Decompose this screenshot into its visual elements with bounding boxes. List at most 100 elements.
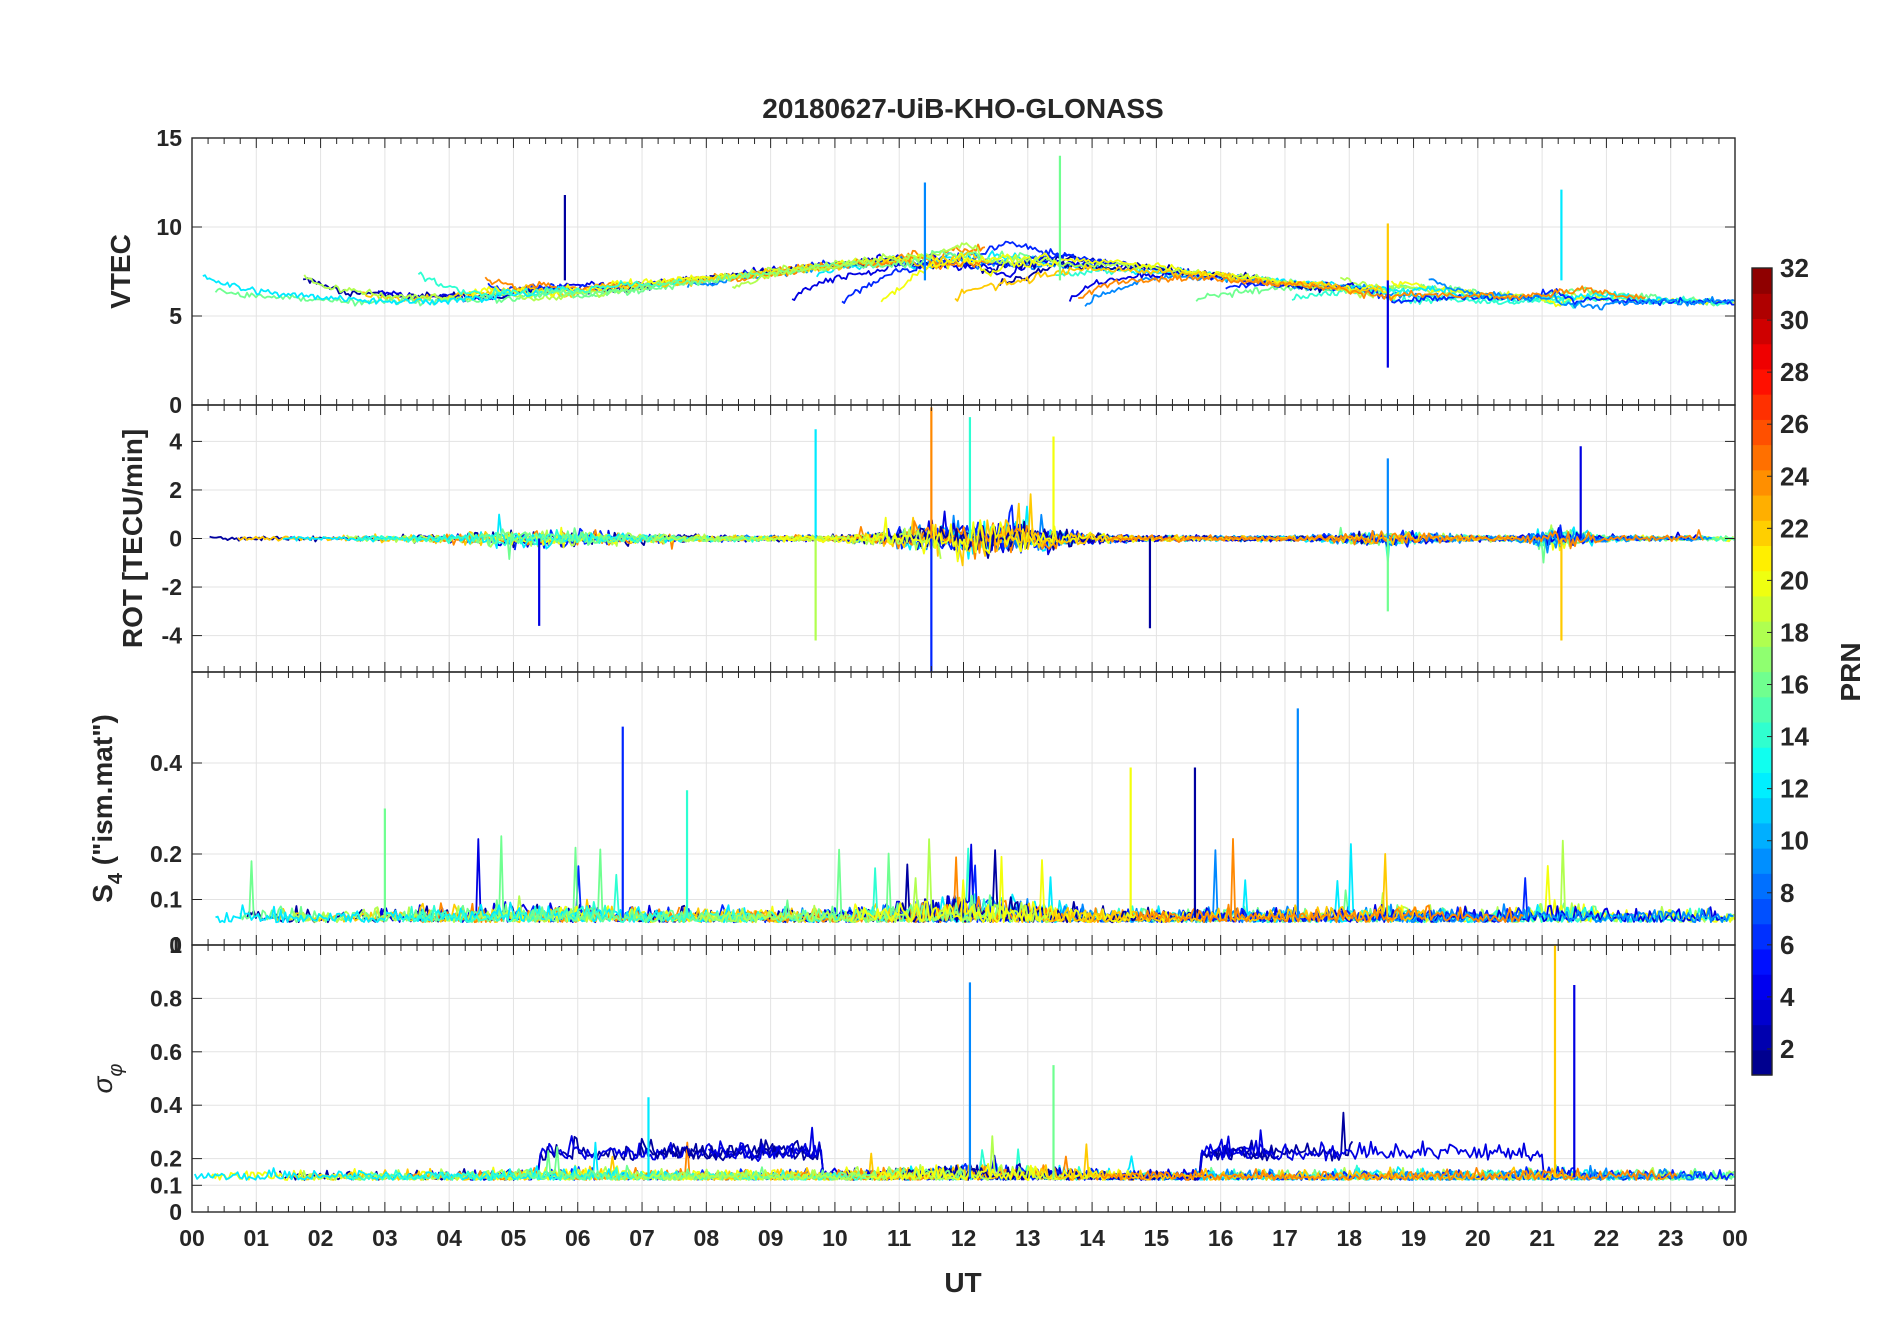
x-tick-label: 09 — [758, 1225, 784, 1251]
rot-series-prn-16 — [1453, 527, 1735, 564]
colorbar-label: PRN — [1835, 642, 1866, 701]
s4-y-tick-label: 0.2 — [150, 841, 182, 867]
colorbar-segment — [1752, 394, 1772, 420]
vtec-y-tick-label: 0 — [169, 392, 182, 418]
sigma_phi-y-tick-label: 0.6 — [150, 1039, 182, 1065]
colorbar-segment — [1752, 797, 1772, 824]
sigma_phi-y-tick-label: 1 — [169, 932, 182, 958]
colorbar-segment — [1752, 520, 1772, 547]
x-tick-label: 02 — [308, 1225, 334, 1251]
x-tick-label: 15 — [1144, 1225, 1170, 1251]
colorbar-segment — [1752, 974, 1772, 1000]
sigma_phi-y-tick-label: 0.4 — [150, 1092, 182, 1118]
rot-y-tick-label: 2 — [169, 477, 182, 503]
sigma_phi-y-tick-label: 0.8 — [150, 985, 182, 1011]
colorbar-segment — [1752, 747, 1772, 773]
colorbar-tick-label: 4 — [1780, 982, 1795, 1012]
colorbar-segment — [1752, 318, 1772, 345]
x-tick-label: 22 — [1594, 1225, 1620, 1251]
colorbar-segment — [1752, 570, 1772, 597]
colorbar-segment — [1752, 696, 1772, 723]
s4-panel: 0 0.1 0.2 0.4 S4 ("ism.mat") — [87, 671, 1736, 958]
x-tick-label: 13 — [1015, 1225, 1041, 1251]
colorbar-tick-label: 12 — [1780, 774, 1809, 804]
s4-series-prn-24 — [1135, 838, 1524, 924]
s4-series-prn-14 — [1360, 905, 1734, 924]
vtec-series-prn-16 — [535, 250, 1030, 298]
rot-y-axis-label: ROT [TECU/min] — [117, 429, 148, 648]
colorbar-segment — [1752, 621, 1772, 647]
vtec-series-prn-12 — [1130, 266, 1699, 306]
vtec-series-prn-9 — [1428, 278, 1735, 311]
s4-series-prn-9 — [1384, 903, 1734, 924]
colorbar-tick-label: 28 — [1780, 357, 1809, 387]
colorbar-tick-label: 16 — [1780, 670, 1809, 700]
x-tick-label: 16 — [1208, 1225, 1234, 1251]
colorbar-tick-label: 20 — [1780, 565, 1809, 595]
colorbar-segment — [1752, 848, 1772, 874]
rot-y-tick-label: 4 — [169, 428, 182, 454]
colorbar-segment — [1752, 923, 1772, 950]
colorbar-segment — [1752, 873, 1772, 900]
s4-series-prn-6 — [1180, 877, 1529, 924]
sigma_phi-y-tick-label: 0.2 — [150, 1146, 182, 1172]
x-tick-label: 23 — [1658, 1225, 1684, 1251]
vtec-y-tick-label: 5 — [169, 303, 182, 329]
x-tick-label: 19 — [1401, 1225, 1427, 1251]
sigma_phi-series-prn-24 — [1099, 1167, 1678, 1181]
colorbar-segment — [1752, 293, 1772, 320]
colorbar-segment — [1752, 494, 1772, 521]
s4-y-tick-label: 0.4 — [150, 750, 182, 776]
colorbar-tick-label: 18 — [1780, 617, 1809, 647]
x-tick-label: 11 — [887, 1225, 912, 1251]
rot-y-tick-label: -4 — [162, 623, 183, 649]
colorbar-segment — [1752, 343, 1772, 370]
sigma_phi-series-prn-18 — [633, 1135, 1108, 1181]
colorbar-tick-label: 32 — [1780, 253, 1809, 283]
colorbar-segment — [1752, 469, 1772, 496]
x-tick-label: 07 — [629, 1225, 655, 1251]
colorbar-segment — [1752, 1049, 1772, 1076]
sigma_phi-series-group — [193, 945, 1735, 1181]
colorbar-segment — [1752, 268, 1772, 294]
vtec-y-tick-label: 10 — [156, 214, 182, 240]
s4-series-group — [215, 708, 1735, 924]
colorbar-segment — [1752, 999, 1772, 1026]
sigma_phi-series-prn-22 — [1038, 1143, 1585, 1181]
colorbar-segment — [1752, 595, 1772, 622]
x-tick-label: 00 — [1722, 1225, 1748, 1251]
colorbar-segment — [1752, 368, 1772, 395]
colorbar-segment — [1752, 772, 1772, 799]
colorbar-tick-label: 30 — [1780, 305, 1809, 335]
colorbar-tick-label: 10 — [1780, 826, 1809, 856]
s4-series-prn-12 — [1199, 843, 1656, 924]
s4-series-prn-20 — [849, 855, 1185, 924]
x-tick-label: 20 — [1465, 1225, 1491, 1251]
colorbar-segment — [1752, 721, 1772, 748]
x-tick-label: 04 — [436, 1225, 462, 1251]
x-tick-label: 03 — [372, 1225, 398, 1251]
colorbar-tick-label: 22 — [1780, 513, 1809, 543]
colorbar-segment — [1752, 898, 1772, 925]
colorbar-segment — [1752, 444, 1772, 471]
x-tick-label: 08 — [694, 1225, 720, 1251]
colorbar-tick-label: 26 — [1780, 409, 1809, 439]
sigma_phi-y-tick-label: 0 — [169, 1199, 182, 1225]
x-tick-label: 18 — [1336, 1225, 1362, 1251]
colorbar-segment — [1752, 545, 1772, 572]
colorbar-frame — [1751, 267, 1773, 1076]
vtec-y-axis-label: VTEC — [105, 234, 136, 309]
rot-series-prn-24 — [1106, 529, 1705, 550]
x-tick-label: 12 — [951, 1225, 977, 1251]
x-tick-label: 00 — [179, 1225, 205, 1251]
colorbar-segment — [1752, 822, 1772, 849]
vtec-series-prn-22 — [954, 264, 1384, 302]
vtec-panel: 0 5 10 15 VTEC — [105, 125, 1736, 418]
x-tick-label: 06 — [565, 1225, 591, 1251]
s4-y-tick-label: 0.1 — [150, 887, 182, 913]
